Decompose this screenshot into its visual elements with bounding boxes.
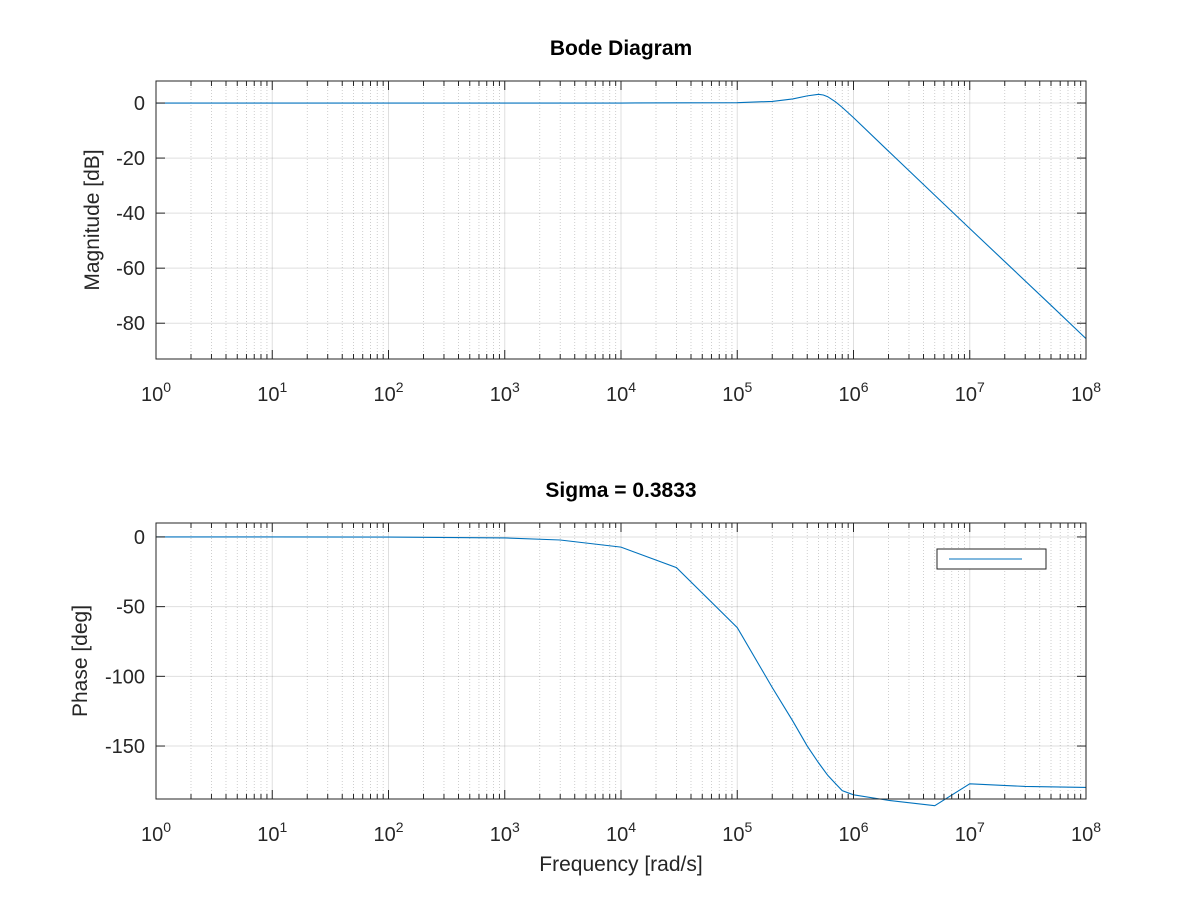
phase-x-tick-label: 102	[373, 819, 403, 846]
magnitude-y-tick-label: -40	[116, 203, 145, 225]
phase-x-tick-label: 103	[490, 819, 520, 846]
magnitude-x-tick-label: 108	[1071, 379, 1101, 406]
magnitude-x-tick-label: 102	[373, 379, 403, 406]
phase-x-tick-label: 105	[722, 819, 752, 846]
phase-x-tick-label: 104	[606, 819, 636, 846]
phase-ylabel: Phase [deg]	[69, 605, 92, 717]
phase-axes: 100 101 102 103 104 105 106 107 1080-50-100-150 …	[69, 479, 1101, 876]
phase-x-tick-label: 108	[1071, 819, 1101, 846]
magnitude-x-tick-label: 106	[838, 379, 868, 406]
phase-y-tick-label: -50	[116, 597, 145, 619]
magnitude-axes: 100 101 102 103 104 105 106 107 108 0 -20 -40 -60 -80…	[81, 37, 1101, 406]
magnitude-x-tick-label: 104	[606, 379, 636, 406]
magnitude-title: Bode Diagram	[550, 37, 692, 60]
phase-axes-background	[156, 523, 1086, 799]
magnitude-x-tick-label: 105	[722, 379, 752, 406]
phase-curve-layer	[155, 536, 1087, 807]
magnitude-y-tick-label: 0	[134, 93, 145, 115]
phase-y-tick-label: 0	[134, 527, 145, 549]
magnitude-curve-layer	[156, 93, 1087, 340]
magnitude-ticks: 100 101 102 103 104 105 106 107 108 0 -20 -40 -60 -80	[116, 81, 1101, 406]
magnitude-y-tick-label: -60	[116, 258, 145, 280]
phase-x-tick-label: 106	[838, 819, 868, 846]
magnitude-series-line	[156, 93, 1087, 340]
magnitude-y-tick-label: -80	[116, 313, 145, 335]
magnitude-ylabel: Magnitude [dB]	[81, 149, 104, 290]
magnitude-axes-background	[156, 81, 1086, 359]
magnitude-x-tick-label: 107	[955, 379, 985, 406]
magnitude-grid	[155, 81, 1087, 359]
magnitude-x-tick-label: 100	[141, 379, 171, 406]
phase-y-tick-label: -100	[105, 666, 145, 688]
phase-x-tick-label: 101	[257, 819, 287, 846]
phase-x-tick-label: 100	[141, 819, 171, 846]
phase-x-tick-label: 107	[955, 819, 985, 846]
magnitude-x-tick-label: 101	[257, 379, 287, 406]
magnitude-y-tick-label: -20	[116, 148, 145, 170]
phase-ticks: 100 101 102 103 104 105 106 107 108 0 -50 -100 -150	[105, 523, 1101, 846]
phase-xlabel: Frequency [rad/s]	[539, 853, 702, 876]
phase-y-tick-label: -150	[105, 736, 145, 758]
phase-title: Sigma = 0.3833	[545, 479, 696, 502]
phase-legend	[936, 548, 1047, 570]
magnitude-x-tick-label: 103	[490, 379, 520, 406]
phase-series-line	[155, 536, 1087, 807]
